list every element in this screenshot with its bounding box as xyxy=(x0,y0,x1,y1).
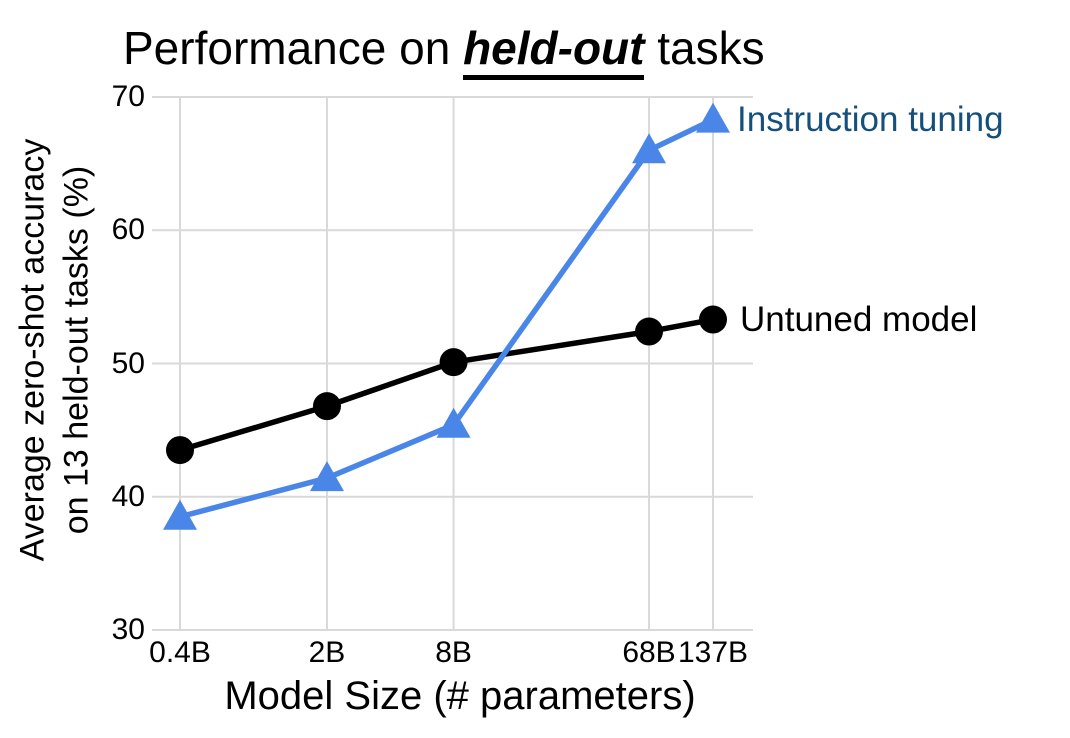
x-tick-label: 8B xyxy=(435,636,472,669)
data-point-triangle xyxy=(309,461,344,492)
data-point-circle xyxy=(166,436,194,465)
data-point-circle xyxy=(312,392,341,421)
data-point-triangle xyxy=(696,102,730,133)
data-point-triangle xyxy=(436,407,471,438)
x-axis-label: Model Size (# parameters) xyxy=(224,674,696,718)
x-tick-label: 68B xyxy=(622,636,676,669)
series-line-triangle-up xyxy=(177,116,716,520)
y-tick-label: 70 xyxy=(111,80,145,113)
y-axis-label-line1: Average zero-shot accuracy xyxy=(13,138,52,562)
series-end-label: Instruction tuning xyxy=(737,99,1004,139)
series-end-label: Untuned model xyxy=(740,299,978,339)
chart-title: Performance on held-out tasks xyxy=(123,22,765,80)
data-point-circle xyxy=(699,305,727,334)
x-tick-label: 0.4B xyxy=(149,636,211,669)
data-point-circle xyxy=(439,348,468,377)
y-tick-label: 40 xyxy=(111,479,145,513)
chart-title-prefix: Performance on xyxy=(123,22,464,74)
y-tick-label: 50 xyxy=(111,346,145,380)
x-tick-label: 137B xyxy=(677,636,749,669)
plot-area xyxy=(152,96,753,631)
chart-title-suffix: tasks xyxy=(644,22,765,74)
y-tick-label: 30 xyxy=(111,613,145,646)
x-tick-label: 2B xyxy=(308,636,346,669)
data-point-triangle xyxy=(632,133,667,164)
chart-title-emphasis: held-out xyxy=(463,22,645,80)
y-tick-label: 60 xyxy=(111,213,145,247)
data-point-triangle xyxy=(163,499,197,530)
data-point-circle xyxy=(635,317,664,346)
